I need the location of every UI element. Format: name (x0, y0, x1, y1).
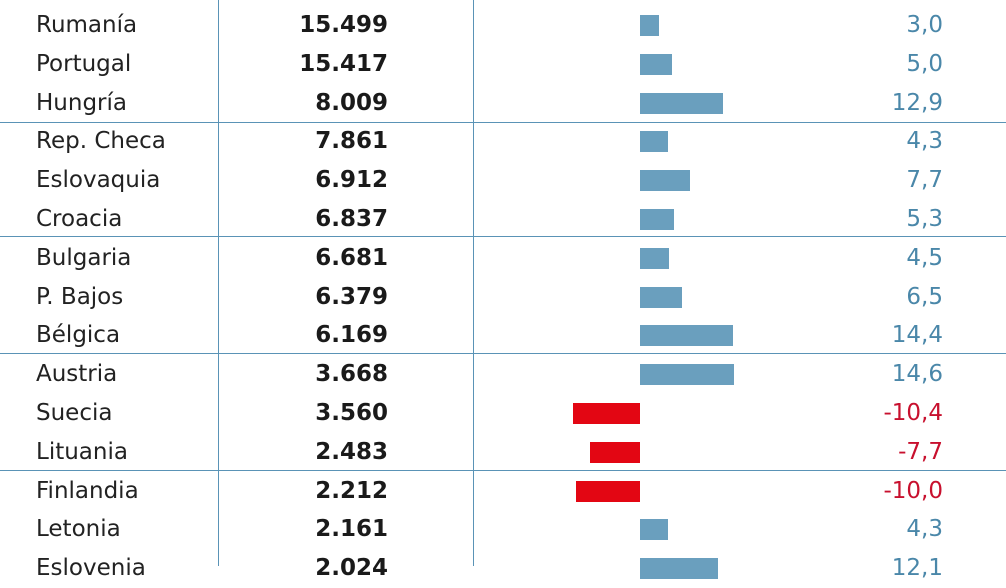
group-divider (0, 470, 1006, 471)
value-label: 6.837 (315, 206, 388, 232)
change-bar (640, 92, 724, 114)
country-label: Hungría (36, 89, 127, 116)
value-label: 15.417 (299, 50, 388, 77)
table-row: Lituania 2.483 -7,7 (0, 433, 1006, 472)
group-divider (0, 122, 1006, 123)
value-label: 2.024 (315, 555, 388, 582)
country-label: Rumanía (36, 12, 138, 38)
value-label: 7.861 (315, 128, 388, 155)
country-label: Portugal (36, 50, 132, 77)
change-label: 3,0 (906, 12, 943, 38)
country-label: Letonia (36, 516, 121, 543)
table-row: Letonia 2.161 4,3 (0, 510, 1006, 549)
value-label: 2.212 (315, 477, 388, 504)
change-label: 4,5 (906, 244, 943, 271)
value-label: 6.379 (315, 283, 388, 310)
column-divider (473, 0, 474, 566)
change-bar (640, 53, 673, 75)
value-label: 2.161 (315, 516, 388, 543)
value-label: 6.681 (315, 244, 388, 271)
country-label: Lituania (36, 438, 128, 465)
change-label: 14,6 (891, 361, 943, 388)
country-label: Austria (36, 361, 118, 388)
change-bar (640, 247, 670, 269)
value-label: 3.560 (315, 400, 388, 426)
table-row: P. Bajos 6.379 6,5 (0, 278, 1006, 317)
change-bar (640, 286, 682, 308)
change-bar (640, 519, 668, 541)
country-label: Suecia (36, 400, 113, 426)
group-divider (0, 236, 1006, 237)
change-label: 14,4 (891, 322, 943, 349)
value-label: 6.169 (315, 322, 388, 349)
change-label: 4,3 (906, 516, 943, 543)
change-bar (575, 480, 640, 502)
change-label: 12,1 (891, 555, 943, 582)
country-label: Bélgica (36, 322, 121, 349)
change-label: 12,9 (891, 89, 943, 116)
value-label: 3.668 (315, 361, 388, 388)
value-label: 2.483 (315, 438, 388, 465)
group-divider (0, 353, 1006, 354)
change-bar (640, 209, 675, 230)
value-label: 15.499 (299, 12, 388, 38)
change-label: 5,3 (906, 206, 943, 232)
change-bar (640, 558, 719, 580)
table-row: Rumanía 15.499 3,0 (0, 6, 1006, 45)
table-row: Eslovaquia 6.912 7,7 (0, 161, 1006, 200)
table-row: Portugal 15.417 5,0 (0, 45, 1006, 84)
column-divider (218, 0, 219, 566)
change-label: -10,4 (883, 400, 943, 426)
change-label: 4,3 (906, 128, 943, 155)
change-bar (640, 131, 668, 153)
change-bar (640, 364, 735, 386)
change-label: -10,0 (883, 477, 943, 504)
table-row: Finlandia 2.212 -10,0 (0, 472, 1006, 511)
table-row: Hungría 8.009 12,9 (0, 84, 1006, 123)
country-label: P. Bajos (36, 283, 124, 310)
country-label: Bulgaria (36, 244, 132, 271)
change-bar (640, 170, 690, 192)
value-label: 8.009 (315, 89, 388, 116)
country-label: Eslovenia (36, 555, 146, 582)
table-row: Croacia 6.837 5,3 (0, 200, 1006, 239)
table-row: Rep. Checa 7.861 4,3 (0, 122, 1006, 161)
change-bar (640, 15, 660, 36)
change-bar (640, 325, 733, 347)
change-label: 6,5 (906, 283, 943, 310)
table-row: Suecia 3.560 -10,4 (0, 394, 1006, 433)
change-label: -7,7 (898, 438, 943, 465)
value-label: 6.912 (315, 167, 388, 194)
change-bar (572, 403, 640, 424)
change-label: 7,7 (906, 167, 943, 194)
country-label: Croacia (36, 206, 123, 232)
table-row: Bulgaria 6.681 4,5 (0, 239, 1006, 278)
table-row: Austria 3.668 14,6 (0, 355, 1006, 394)
change-label: 5,0 (906, 50, 943, 77)
country-label: Rep. Checa (36, 128, 166, 155)
country-label: Finlandia (36, 477, 139, 504)
table-row: Bélgica 6.169 14,4 (0, 316, 1006, 355)
table-row: Eslovenia 2.024 12,1 (0, 549, 1006, 588)
change-bar (590, 441, 640, 463)
country-label: Eslovaquia (36, 167, 161, 194)
